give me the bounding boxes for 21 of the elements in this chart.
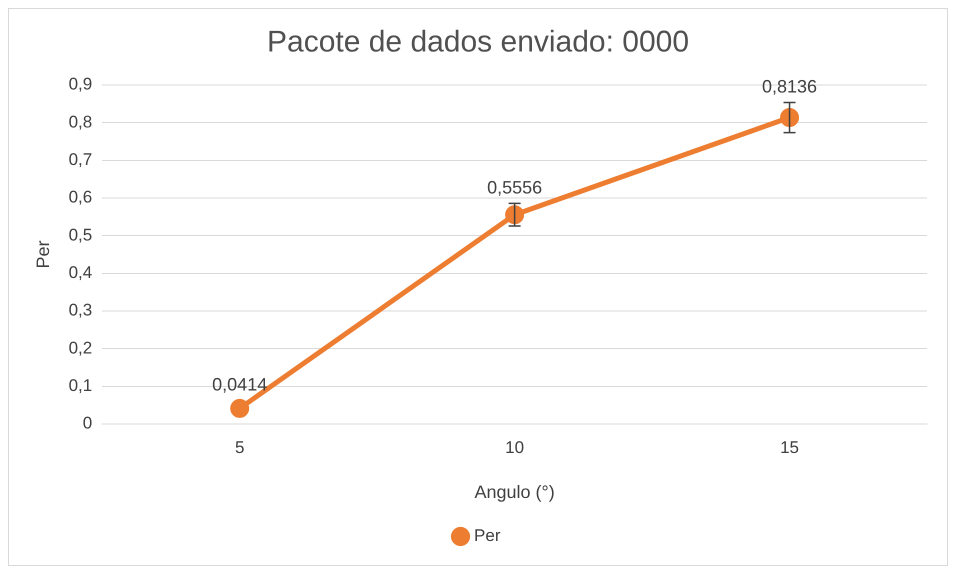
point [230, 398, 250, 418]
data-label: 0,5556 [487, 177, 542, 198]
x-axis-title: Angulo (°) [474, 482, 555, 502]
x-tick-label: 15 [780, 438, 799, 457]
y-tick-label: 0 [82, 414, 92, 433]
y-tick-label: 0,1 [68, 376, 92, 396]
y-tick-label: 0,6 [68, 188, 92, 207]
y-axis-title: Per [32, 240, 53, 269]
chart-title: Pacote de dados enviado: 0000 [266, 25, 690, 58]
y-tick-label: 0,7 [68, 150, 92, 170]
legend-label: Per [474, 526, 501, 546]
data-label: 0,8136 [762, 76, 818, 96]
y-tick-label: 0,9 [68, 74, 92, 94]
y-tick-label: 0,8 [68, 112, 92, 132]
y-tick-label: 0,5 [68, 225, 92, 244]
data-label: 0,0414 [212, 374, 268, 394]
x-tick-label: 10 [505, 438, 524, 457]
y-tick-label: 0,3 [68, 300, 92, 320]
x-tick-label: 5 [234, 438, 244, 457]
y-tick-label: 0,4 [68, 263, 92, 282]
y-tick-label: 0,2 [68, 338, 92, 358]
